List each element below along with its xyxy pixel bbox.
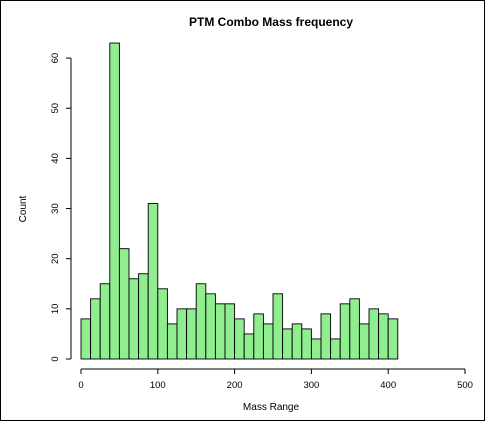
histogram-bar (147, 203, 159, 360)
histogram-bar (80, 318, 92, 360)
histogram-bar (118, 248, 130, 360)
bar-group (80, 42, 399, 360)
histogram-bar (339, 303, 351, 360)
y-tick-label: 40 (50, 153, 61, 164)
x-tick-label: 500 (457, 380, 473, 391)
histogram-bar (301, 328, 312, 360)
y-tick-label: 0 (50, 356, 61, 361)
histogram-bar (90, 298, 101, 360)
y-axis: 0 10 20 30 40 50 60 (50, 53, 72, 362)
histogram-bar (253, 313, 264, 360)
histogram-bar (310, 338, 322, 360)
histogram-bar (195, 283, 207, 360)
histogram-bar (224, 303, 236, 360)
histogram-bar (205, 293, 216, 360)
chart-title: PTM Combo Mass frequency (189, 15, 353, 29)
histogram-bar (368, 308, 380, 360)
histogram-bar (99, 283, 111, 360)
histogram-bar (358, 323, 370, 360)
y-tick-label: 30 (50, 203, 61, 214)
histogram-bar (320, 313, 332, 360)
x-tick-label: 100 (150, 380, 166, 391)
histogram-bar (387, 318, 399, 360)
y-tick-label: 50 (50, 103, 61, 114)
histogram-bar (128, 278, 140, 360)
histogram-bar (176, 308, 188, 360)
histogram-bar (262, 323, 274, 360)
y-tick-label: 20 (50, 253, 61, 264)
histogram-bar (349, 298, 360, 360)
y-tick-label: 60 (50, 53, 61, 64)
x-tick-label: 300 (303, 380, 319, 391)
y-axis-label: Count (18, 195, 29, 222)
histogram-bar (330, 338, 341, 360)
histogram-bar (109, 42, 120, 360)
histogram-bar (166, 323, 178, 360)
histogram-bar (378, 313, 389, 360)
histogram-bar (234, 318, 245, 360)
histogram-bar (282, 328, 293, 360)
histogram-bar (272, 293, 284, 360)
histogram-bar (214, 303, 226, 360)
x-tick-label: 200 (227, 380, 243, 391)
y-tick-label: 10 (50, 304, 61, 315)
histogram-bar (291, 323, 303, 360)
histogram-bar (186, 308, 197, 360)
histogram-bar (138, 273, 149, 360)
x-tick-label: 0 (78, 380, 83, 391)
histogram-bar (157, 288, 168, 360)
x-axis: 0 100 200 300 400 500 (78, 368, 473, 391)
x-axis-label: Mass Range (243, 402, 300, 413)
histogram-bar (243, 333, 255, 360)
x-tick-label: 400 (380, 380, 396, 391)
